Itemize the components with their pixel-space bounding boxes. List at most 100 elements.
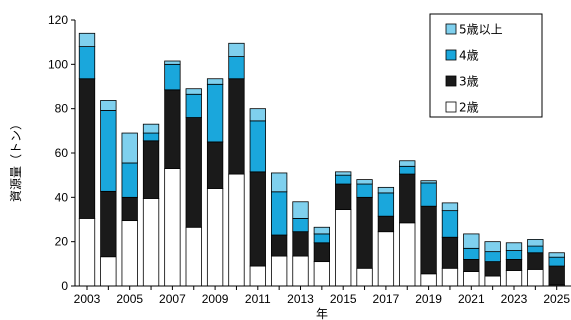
x-axis: 2003 2005 2007 2009 2011 2013 2015 2017 2019 2021…	[74, 285, 571, 306]
bar-segment-2歳	[527, 268, 544, 287]
bar-stack-2022	[484, 241, 501, 287]
bar-segment-3歳	[164, 89, 181, 169]
bar-stack-2007	[164, 60, 181, 287]
bar-stack-2023	[505, 242, 523, 287]
bar-segment-4歳	[377, 192, 395, 217]
bar-segment-2歳	[100, 256, 117, 287]
bar-segment-3歳	[335, 183, 352, 210]
x-tick-label: 2011	[245, 292, 271, 306]
bar-segment-4歳	[441, 210, 459, 238]
bar-segment-3歳	[121, 196, 138, 222]
bar-segment-4歳	[270, 191, 288, 236]
bar-segment-2歳	[441, 267, 459, 287]
bar-segment-4歳	[420, 182, 437, 207]
bar-segment-5歳以上	[313, 226, 331, 235]
bar-segment-3歳	[249, 171, 266, 267]
bar-stacks	[78, 32, 565, 287]
legend-item: 3歳	[445, 75, 479, 89]
bar-segment-2歳	[420, 273, 437, 287]
bar-stack-2014	[313, 226, 331, 287]
bar-segment-3歳	[270, 234, 288, 257]
bar-segment-2歳	[356, 267, 373, 287]
y-tick-label: 0	[61, 279, 68, 293]
bar-segment-2歳	[335, 209, 352, 287]
bar-stack-2012	[270, 172, 288, 287]
bar-stack-2024	[527, 239, 544, 287]
y-tick-label: 40	[55, 190, 69, 204]
bar-segment-2歳	[121, 220, 138, 287]
x-tick-label: 2025	[543, 292, 570, 306]
legend-swatch	[445, 75, 457, 87]
legend-swatch	[445, 49, 457, 61]
bar-segment-2歳	[164, 168, 181, 287]
bar-segment-3歳	[356, 196, 373, 269]
bar-segment-5歳以上	[228, 42, 245, 57]
bar-segment-5歳以上	[548, 252, 565, 258]
bar-stack-2005	[121, 132, 138, 287]
bar-segment-4歳	[78, 46, 96, 80]
bar-stack-2015	[335, 171, 352, 287]
bar-segment-4歳	[548, 256, 565, 267]
bar-segment-5歳以上	[527, 239, 544, 247]
bar-stack-2019	[420, 180, 437, 287]
bar-stack-2010	[228, 42, 245, 287]
bar-segment-2歳	[206, 188, 224, 287]
legend-item: 2歳	[445, 101, 479, 115]
bar-stack-2008	[185, 88, 202, 287]
bar-segment-3歳	[548, 265, 565, 286]
bar-segment-4歳	[206, 83, 224, 143]
bar-stack-2011	[249, 108, 266, 287]
bar-stack-2013	[292, 201, 309, 287]
bar-segment-5歳以上	[206, 78, 224, 85]
bar-segment-4歳	[527, 245, 544, 254]
bar-segment-4歳	[100, 110, 117, 192]
bar-segment-4歳	[484, 251, 501, 263]
legend-swatch	[445, 23, 457, 35]
bar-segment-5歳以上	[270, 172, 288, 193]
x-tick-label: 2005	[116, 292, 143, 306]
bar-segment-5歳以上	[356, 179, 373, 185]
bar-segment-5歳以上	[292, 201, 309, 219]
bar-segment-2歳	[505, 270, 523, 287]
bar-segment-4歳	[249, 120, 266, 173]
bar-segment-4歳	[463, 247, 480, 260]
bar-segment-4歳	[164, 63, 181, 91]
bar-segment-5歳以上	[164, 60, 181, 65]
bar-segment-3歳	[142, 140, 160, 199]
bar-segment-2歳	[142, 198, 160, 287]
bar-stack-2003	[78, 32, 96, 287]
legend: 5歳以上 4歳 3歳 2歳	[429, 13, 543, 118]
bar-segment-5歳以上	[335, 171, 352, 176]
x-tick-label: 2019	[415, 292, 442, 306]
bar-segment-5歳以上	[399, 160, 416, 167]
bar-segment-3歳	[505, 258, 523, 271]
bar-segment-3歳	[420, 205, 437, 275]
bar-segment-5歳以上	[185, 88, 202, 95]
bar-segment-5歳以上	[505, 242, 523, 251]
bar-segment-5歳以上	[484, 241, 501, 253]
bar-stack-2009	[206, 78, 224, 287]
bar-segment-3歳	[527, 252, 544, 270]
bar-segment-2歳	[463, 271, 480, 287]
bar-segment-2歳	[292, 255, 309, 287]
bar-segment-4歳	[399, 165, 416, 175]
legend-swatch	[445, 101, 457, 113]
bar-segment-4歳	[356, 183, 373, 198]
bar-stack-2021	[463, 233, 480, 287]
bar-segment-3歳	[463, 258, 480, 272]
bar-segment-2歳	[484, 275, 501, 287]
bar-segment-3歳	[399, 173, 416, 224]
bar-segment-4歳	[142, 132, 160, 142]
bar-segment-3歳	[228, 78, 245, 175]
bar-stack-2016	[356, 179, 373, 287]
bar-segment-3歳	[292, 231, 309, 257]
bar-stack-2004	[100, 100, 117, 287]
bar-segment-5歳以上	[100, 100, 117, 111]
bar-segment-4歳	[185, 93, 202, 118]
legend-label: 4歳	[459, 49, 479, 63]
bar-stack-2006	[142, 123, 160, 287]
bar-segment-5歳以上	[441, 202, 459, 212]
x-tick-label: 2013	[287, 292, 314, 306]
x-tick-label: 2023	[501, 292, 528, 306]
